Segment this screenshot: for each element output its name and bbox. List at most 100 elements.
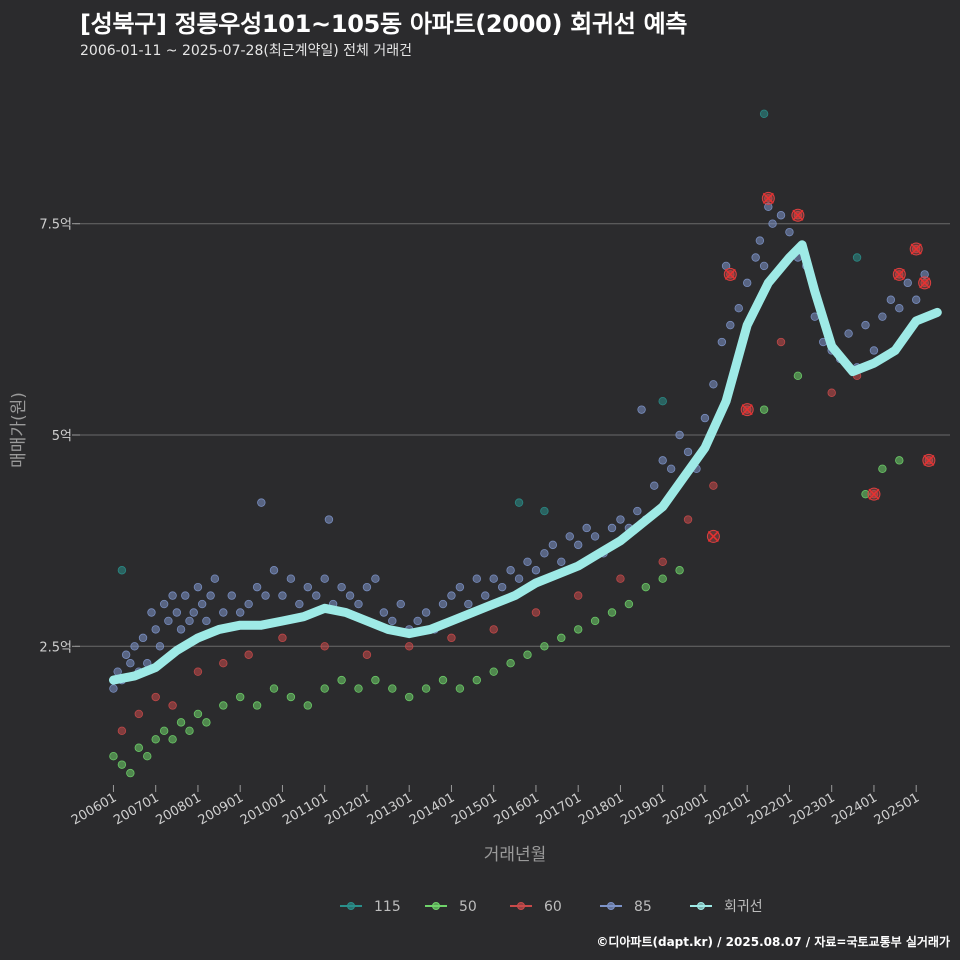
data-point-85 (362, 582, 372, 592)
data-point-85 (650, 481, 659, 490)
data-point-50 (607, 608, 617, 617)
data-point-60 (193, 667, 203, 676)
data-point-60 (447, 633, 456, 643)
data-point-85 (700, 413, 710, 423)
data-point-85 (743, 278, 752, 288)
data-point-60 (278, 633, 287, 643)
data-point-85 (472, 574, 481, 583)
data-point-50 (185, 726, 194, 736)
data-point-50 (506, 659, 515, 668)
data-point-85 (189, 608, 198, 617)
data-point-50 (269, 684, 279, 693)
y-tick-label: 5억 (52, 429, 72, 444)
data-point-85 (514, 574, 524, 583)
x-tick-label: 202401 (829, 790, 879, 828)
data-point-85 (497, 582, 507, 592)
data-point-50 (109, 751, 118, 761)
regression-line (109, 240, 942, 685)
data-point-50 (176, 718, 186, 727)
data-point-50 (371, 675, 380, 685)
data-point-115 (117, 566, 127, 575)
data-point-85 (219, 608, 228, 617)
data-point-50 (438, 675, 448, 685)
data-point-85 (438, 599, 448, 609)
legend-swatch-dot (347, 902, 355, 910)
data-point-85 (197, 599, 207, 609)
data-point-50 (540, 642, 549, 651)
data-point-50 (117, 760, 127, 769)
gridlines (75, 223, 950, 647)
data-point-85 (557, 557, 566, 566)
highlight-cross (910, 243, 922, 255)
x-tick-label: 202001 (660, 790, 710, 828)
data-point-50 (878, 464, 887, 474)
x-tick-label: 201201 (322, 790, 372, 828)
data-point-85 (447, 591, 456, 600)
data-point-50 (126, 768, 135, 778)
data-point-85 (159, 599, 169, 609)
x-tick-label: 201301 (365, 790, 415, 828)
scatter-points (109, 109, 934, 778)
y-tick-label: 7.5억 (39, 218, 72, 233)
data-point-85 (548, 540, 558, 550)
data-point-115 (852, 253, 862, 262)
data-point-85 (751, 253, 760, 262)
highlighted-markers (706, 191, 936, 543)
data-point-60 (531, 608, 541, 617)
data-point-60 (709, 481, 718, 490)
data-point-85 (164, 616, 173, 626)
data-point-85 (269, 566, 279, 575)
data-point-50 (388, 684, 397, 693)
footer-credit: ©디아파트(dapt.kr) / 2025.08.07 / 자료=국토교통부 실… (596, 935, 950, 949)
data-point-85 (371, 574, 380, 583)
data-point-50 (557, 633, 566, 643)
data-point-85 (633, 506, 642, 516)
data-point-60 (405, 642, 414, 651)
data-point-50 (193, 709, 203, 719)
data-point-85 (582, 523, 591, 533)
data-point-85 (257, 498, 266, 507)
chart-subtitle: 2006-01-11 ~ 2025-07-28(최근계약일) 전체 거래건 (80, 43, 412, 59)
data-point-50 (235, 692, 245, 702)
highlight-cross (868, 488, 880, 500)
data-point-85 (193, 582, 203, 592)
data-point-85 (303, 582, 312, 592)
data-point-85 (637, 405, 646, 414)
data-point-85 (565, 532, 574, 541)
data-point-50 (590, 616, 600, 626)
data-point-50 (421, 684, 431, 693)
data-point-85 (388, 616, 397, 626)
data-point-85 (912, 295, 921, 304)
data-point-50 (574, 625, 583, 634)
data-point-85 (776, 211, 786, 220)
highlight-cross (707, 530, 719, 542)
legend-swatch-dot (432, 902, 440, 910)
data-point-85 (489, 574, 498, 583)
data-point-50 (219, 701, 228, 710)
data-point-85 (785, 227, 794, 237)
x-tick-label: 200901 (196, 790, 246, 828)
data-point-85 (590, 532, 600, 541)
highlight-cross (724, 268, 736, 280)
data-point-60 (117, 726, 127, 736)
legend-label: 회귀선 (724, 899, 763, 915)
data-point-85 (764, 202, 773, 211)
data-point-85 (147, 608, 156, 617)
data-point-85 (920, 270, 929, 279)
data-point-60 (827, 388, 836, 397)
data-point-60 (219, 659, 228, 668)
data-point-85 (121, 650, 131, 659)
legend-swatch-dot (607, 902, 615, 910)
data-point-60 (776, 337, 786, 347)
legend-label: 115 (374, 899, 401, 915)
data-point-60 (151, 692, 160, 702)
data-point-50 (320, 684, 329, 693)
data-point-85 (324, 515, 334, 524)
x-tick-label: 200701 (111, 790, 161, 828)
data-point-85 (709, 380, 718, 389)
legend-swatch-dot (517, 902, 525, 910)
data-point-60 (168, 701, 177, 710)
data-point-85 (523, 557, 532, 566)
data-point-85 (278, 591, 287, 600)
data-point-115 (514, 498, 524, 507)
